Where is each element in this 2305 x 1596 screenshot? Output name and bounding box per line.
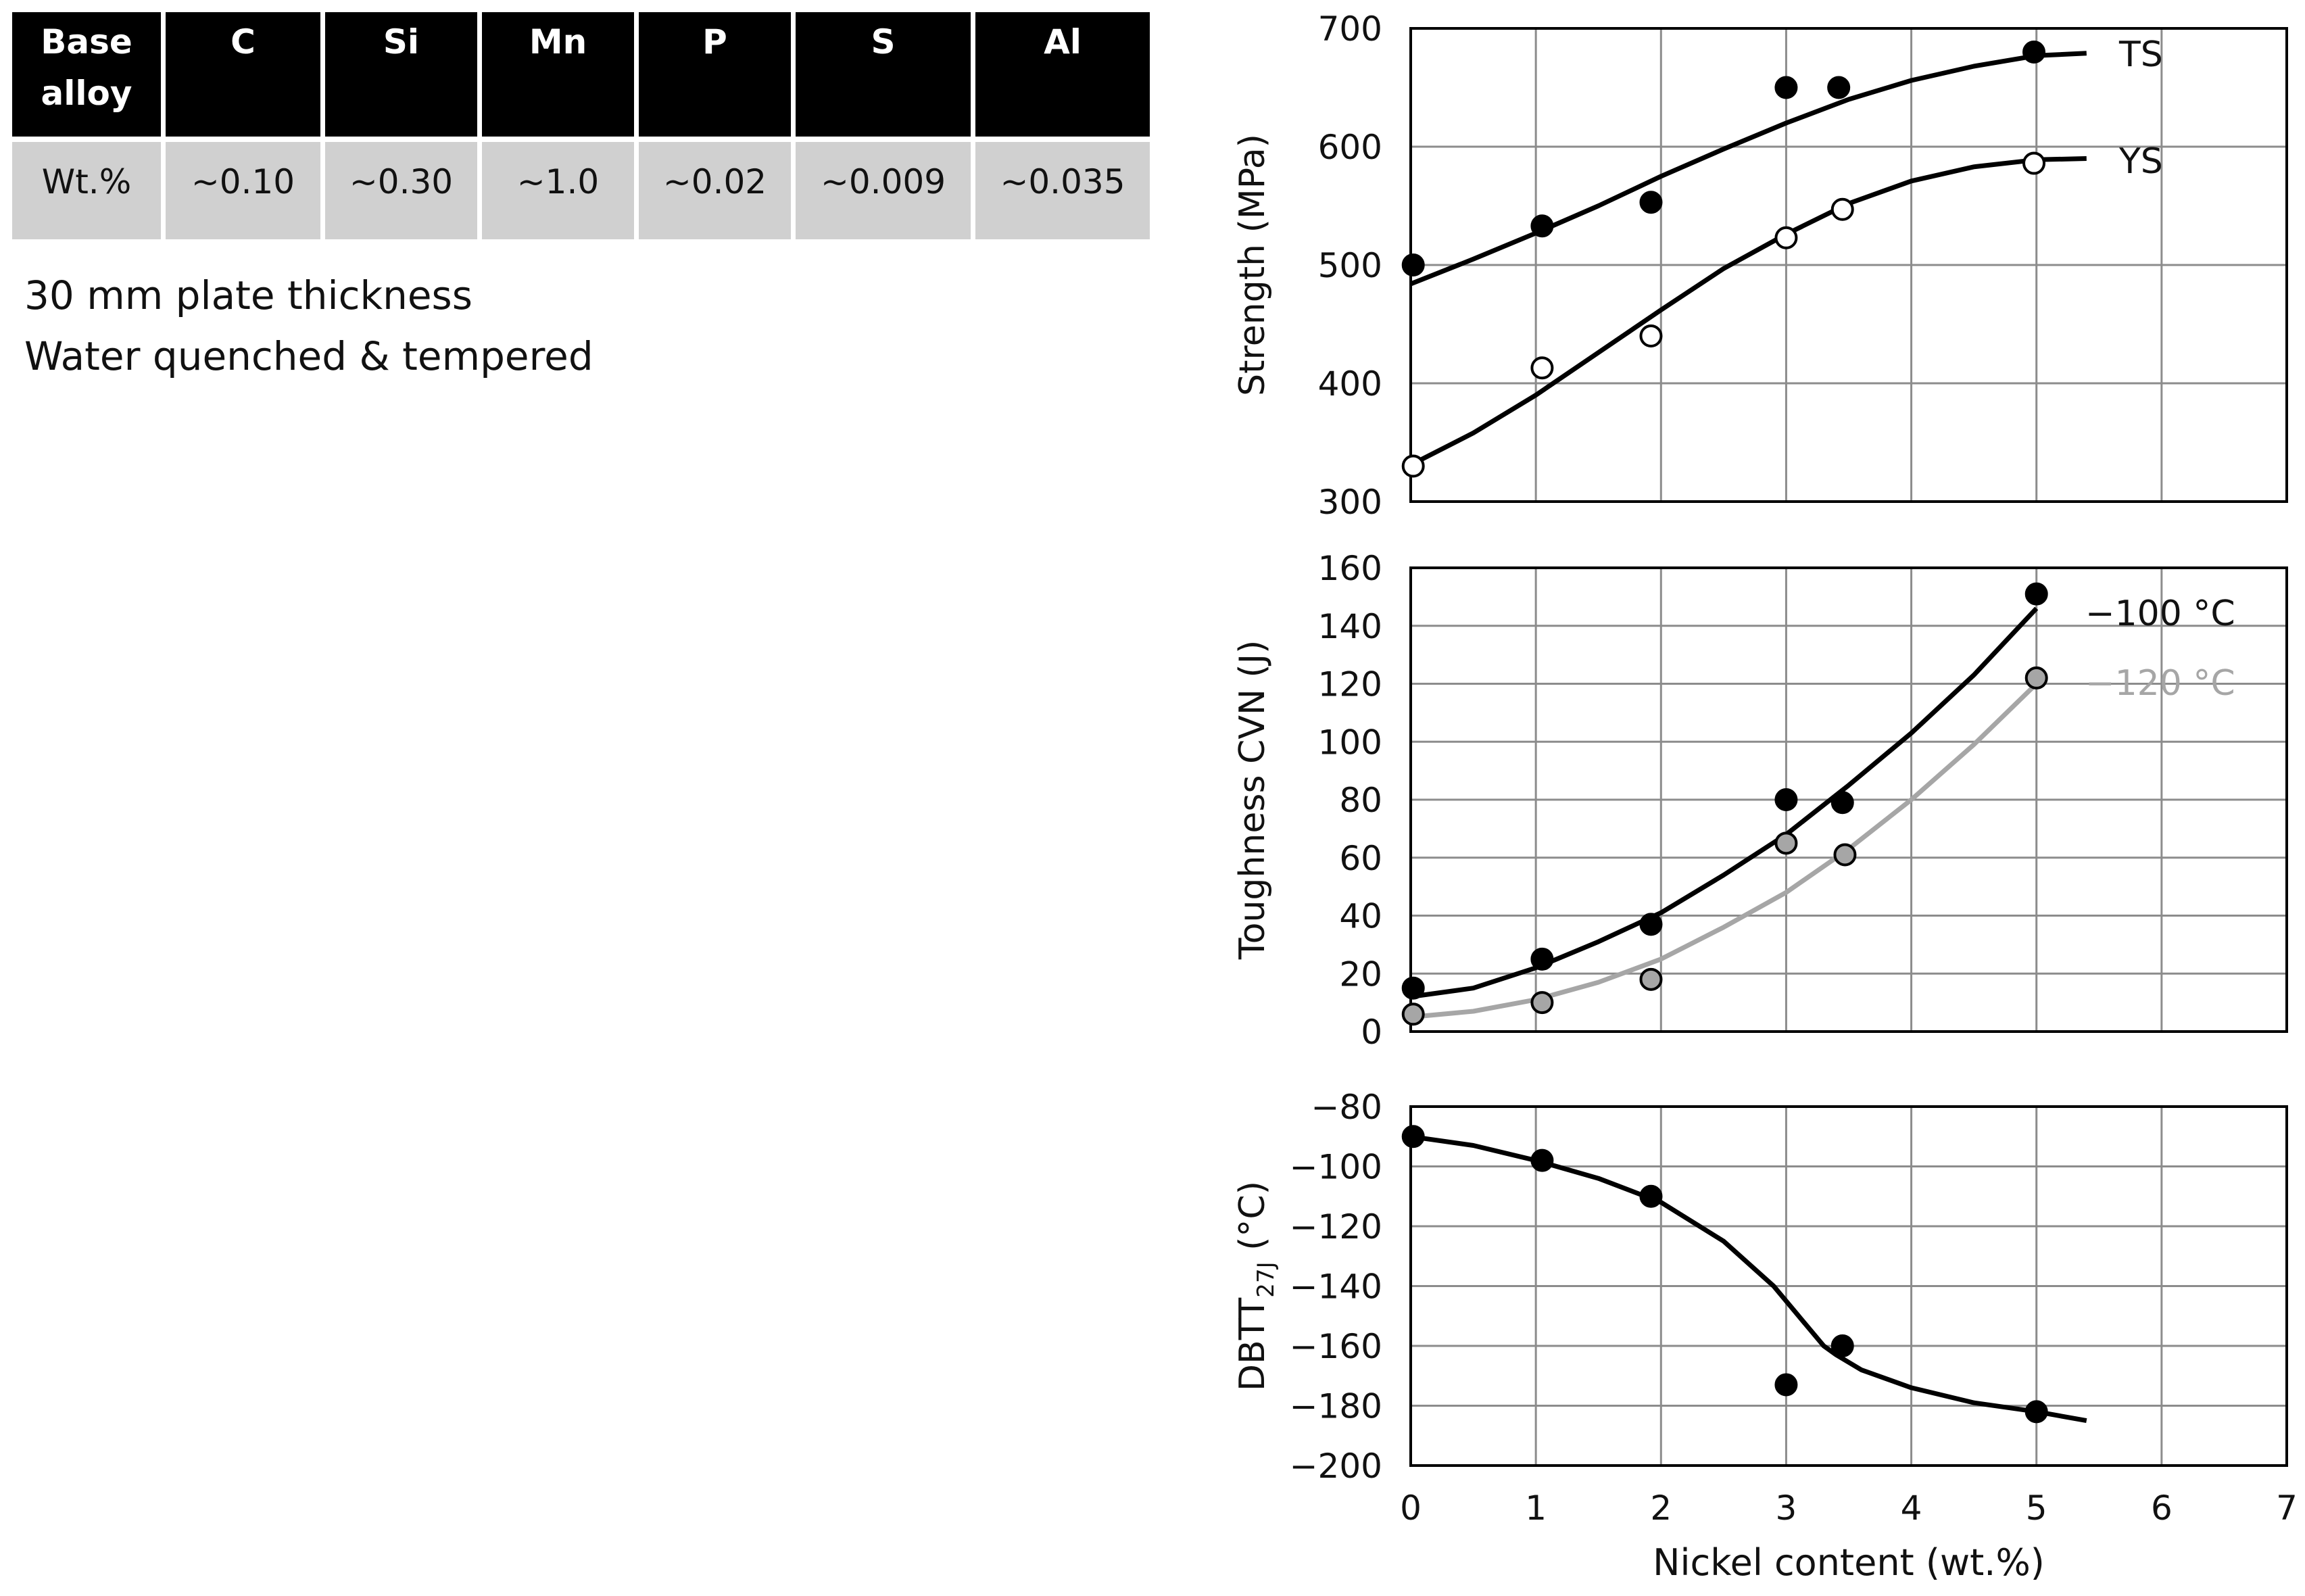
data-point (2024, 582, 2048, 606)
data-point (2024, 1400, 2048, 1424)
data-point (1401, 253, 1425, 276)
data-point (1401, 1125, 1425, 1148)
x-tick-label: 7 (2276, 1489, 2298, 1528)
y-tick-label: 500 (1318, 246, 1382, 285)
y-tick-label: 60 (1339, 839, 1382, 878)
table-cell-al: ~0.035 (975, 142, 1150, 239)
series-curve-0 (1409, 51, 2087, 287)
table-cell-c: ~0.10 (166, 142, 320, 239)
series-curve-1 (1410, 681, 2039, 1020)
data-point (1401, 1002, 1425, 1026)
data-point (1530, 991, 1554, 1015)
data-point (2022, 151, 2046, 175)
note-plate-thickness: 30 mm plate thickness (24, 272, 472, 318)
table-header-al: Al (975, 12, 1150, 137)
y-tick-label: 40 (1339, 897, 1382, 936)
y-axis-label: Strength (MPa) (1232, 134, 1273, 396)
x-tick-label: 1 (1525, 1489, 1547, 1528)
data-point (2024, 666, 2048, 690)
y-tick-label: 160 (1318, 549, 1382, 588)
table-header-base-alloy: Base alloy (12, 12, 161, 137)
x-axis-label: Nickel content (wt.%) (1653, 1541, 2045, 1584)
data-point (1639, 913, 1663, 936)
table-header-c: C (166, 12, 320, 137)
y-tick-label: −120 (1290, 1207, 1382, 1247)
data-point (1830, 197, 1854, 221)
series-label: −120 °C (2085, 663, 2235, 704)
series-label: TS (2118, 34, 2163, 75)
series-label: YS (2118, 141, 2163, 182)
y-tick-label: −180 (1290, 1387, 1382, 1426)
data-point (2022, 41, 2046, 64)
table-cell-mn: ~1.0 (482, 142, 634, 239)
y-axis-label: Toughness CVN (J) (1232, 640, 1273, 961)
data-point (1774, 226, 1798, 249)
data-point (1530, 1148, 1554, 1172)
data-point (1827, 76, 1851, 99)
x-tick-label: 2 (1650, 1489, 1672, 1528)
x-tick-label: 5 (2026, 1489, 2047, 1528)
x-tick-label: 0 (1400, 1489, 1422, 1528)
data-point (1530, 356, 1554, 380)
y-tick-label: −100 (1290, 1148, 1382, 1187)
table-header-si: Si (325, 12, 477, 137)
y-tick-label: −80 (1311, 1088, 1382, 1127)
data-point (1639, 1184, 1663, 1208)
y-axis-label-suffix: (°C) (1232, 1181, 1273, 1261)
series-label: −100 °C (2085, 594, 2235, 634)
table-header-s: S (796, 12, 971, 137)
y-tick-label: −140 (1290, 1267, 1382, 1307)
y-tick-label: −200 (1290, 1447, 1382, 1486)
y-tick-label: 700 (1318, 9, 1382, 49)
y-tick-label: 120 (1318, 665, 1382, 704)
data-point (1639, 324, 1663, 347)
chart-panel-2: 0 20 40 60 80 100 120 140 160 Toughness CVN (J) −1… (1232, 549, 2288, 1052)
table-header-p: P (639, 12, 791, 137)
composition-table: Base alloy C Si Mn P S Al Wt.% ~0.10 ~0.… (12, 12, 1150, 239)
data-point (1833, 843, 1857, 867)
data-point (1401, 454, 1425, 478)
table-cell-s: ~0.009 (796, 142, 971, 239)
y-tick-label: 80 (1339, 781, 1382, 820)
data-point (1639, 967, 1663, 991)
series-curve-0 (1410, 606, 2039, 999)
plot-area-frame (1409, 1105, 2288, 1467)
table-cell-p: ~0.02 (639, 142, 791, 239)
data-point (1774, 1373, 1798, 1397)
y-tick-label: 400 (1318, 364, 1382, 404)
data-point (1774, 831, 1798, 855)
data-point (1830, 791, 1854, 815)
series-curve-1 (1409, 156, 2087, 467)
data-point (1774, 76, 1798, 99)
table-cell-si: ~0.30 (325, 142, 477, 239)
y-axis-label-main: DBTT (1232, 1297, 1273, 1391)
data-point (1530, 947, 1554, 971)
chart-panel-3: −200 −180 −160 −140 −120 −100 −80 DBTT27J (°C) 0… (1232, 1088, 2298, 1584)
table-header-mn: Mn (482, 12, 634, 137)
data-point (1774, 788, 1798, 811)
data-point (1530, 214, 1554, 238)
x-tick-label: 3 (1776, 1489, 1797, 1528)
table-cell-wt: Wt.% (12, 142, 161, 239)
y-tick-label: 100 (1318, 723, 1382, 762)
x-tick-label: 4 (1901, 1489, 1922, 1528)
note-heat-treatment: Water quenched & tempered (24, 333, 593, 379)
y-tick-label: 0 (1361, 1013, 1382, 1052)
y-axis-label-subscript: 27J (1253, 1261, 1280, 1297)
x-tick-label: 6 (2151, 1489, 2173, 1528)
data-point (1639, 191, 1663, 214)
y-tick-label: −160 (1290, 1327, 1382, 1366)
series-curve-0 (1410, 1134, 2087, 1424)
y-tick-label: 140 (1318, 607, 1382, 646)
y-axis-label: DBTT27J (°C) (1232, 1181, 1280, 1391)
plot-area-frame (1409, 566, 2288, 1033)
y-tick-label: 600 (1318, 128, 1382, 167)
chart-panel-1: 300 400 500 600 700 Strength (MPa) TS YS (1232, 9, 2288, 522)
data-point (1830, 1334, 1854, 1357)
data-point (1401, 976, 1425, 1000)
y-tick-label: 300 (1318, 483, 1382, 522)
y-tick-label: 20 (1339, 954, 1382, 994)
